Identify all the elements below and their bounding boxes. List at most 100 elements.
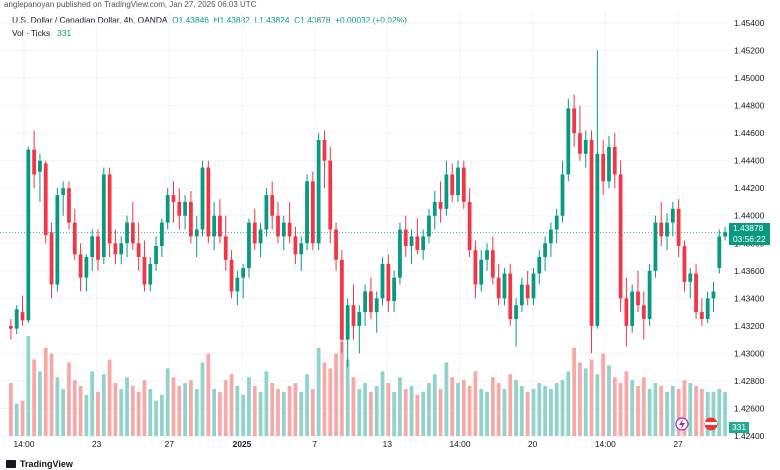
time-axis: 14:00 23 27 2025 7 13 14:00 20 14:00 27 (14, 439, 683, 449)
volume-bar (148, 388, 153, 436)
volume-bar (601, 353, 606, 436)
volume-bar (456, 383, 460, 436)
volume-bar (514, 380, 518, 436)
candle-body (444, 174, 449, 209)
volume-bar (560, 380, 565, 436)
volume-bar (415, 394, 420, 436)
volume-bar (409, 386, 414, 436)
time-tick-label: 27 (673, 439, 683, 449)
time-tick-label: 2025 (233, 439, 252, 449)
candle-body (38, 160, 42, 172)
candle-body (653, 222, 658, 271)
time-tick-label: 14:00 (450, 439, 471, 449)
candle-body (357, 312, 362, 326)
last-price-value: 1.43878 (733, 223, 764, 233)
volume-bar (345, 359, 350, 436)
symbol-label[interactable]: U.S. Dollar / Canadian Dollar, 4h, OANDA (12, 15, 168, 25)
price-tick-label: 1.44800 (734, 101, 765, 111)
volume-bar (328, 368, 333, 436)
volume-bar (624, 371, 629, 436)
candle-body (101, 174, 106, 258)
volume-bar (293, 383, 298, 436)
volume-bar (583, 368, 588, 436)
volume-bar (444, 362, 449, 436)
volume-bar (200, 362, 205, 436)
volume-bar (270, 383, 275, 436)
candle-body (560, 174, 565, 216)
volume-bar (479, 388, 484, 436)
candle-body (241, 268, 246, 278)
tradingview-logo[interactable]: TradingView (6, 458, 73, 470)
candle-body (612, 146, 617, 175)
volume-bar (699, 388, 704, 436)
publisher-caption: anglepanoyan published on TradingView.co… (4, 0, 257, 9)
candle-body (287, 222, 292, 237)
volume-bar (398, 377, 402, 436)
candle-body (229, 259, 234, 292)
volume-bar (670, 386, 675, 436)
candle-body (531, 273, 536, 299)
open-value: O1.43846 (172, 15, 209, 25)
volume-bar (72, 380, 77, 436)
volume-bar (20, 400, 25, 436)
volume-bar (322, 362, 327, 436)
candle-body (490, 250, 495, 278)
candle-body (322, 140, 327, 161)
candle-body (467, 201, 472, 251)
candle-body (299, 243, 304, 255)
volume-bar (96, 391, 100, 436)
volume-bar (485, 391, 489, 436)
high-value: H1.43882 (213, 15, 250, 25)
price-tick-label: 1.43000 (734, 348, 765, 358)
volume-bar (357, 388, 362, 436)
volume-bar (543, 386, 547, 436)
candle-body (485, 250, 489, 260)
volume-bar (665, 391, 669, 436)
flash-icon[interactable] (675, 417, 689, 431)
candle-body (676, 208, 681, 247)
volume-bar (694, 386, 698, 436)
candle-body (218, 215, 222, 237)
candle-body (636, 291, 640, 306)
volume-bar (525, 391, 530, 436)
price-tick-label: 1.45400 (734, 18, 765, 28)
candle-body (670, 208, 675, 223)
volume-bar (450, 377, 455, 436)
candle-body (525, 284, 530, 299)
time-tick-label: 27 (165, 439, 175, 449)
candle-body (96, 236, 100, 260)
volume-bar (78, 386, 83, 436)
volume-bar (653, 383, 658, 436)
candle-body (113, 243, 118, 255)
volume-bar (189, 380, 193, 436)
ohlc-row: U.S. Dollar / Canadian Dollar, 4h, OANDA… (12, 14, 407, 27)
volume-bar (247, 377, 251, 436)
candle-body (351, 305, 356, 326)
volume-label[interactable]: Vol · Ticks (12, 28, 51, 38)
time-tick-label: 14:00 (14, 439, 35, 449)
flag-icon[interactable] (704, 417, 718, 431)
volume-bar (241, 394, 246, 436)
volume-bar (641, 377, 646, 436)
candle-body (72, 222, 77, 255)
volume-bar (496, 383, 501, 436)
volume-bar (125, 377, 129, 436)
candle-body (438, 201, 443, 209)
price-tick-label: 1.45200 (734, 46, 765, 56)
close-value: C1.43878 (294, 15, 331, 25)
volume-bar (392, 391, 397, 436)
volume-bar (264, 371, 269, 436)
candle-body (345, 305, 350, 340)
volume-bar (636, 386, 640, 436)
volume-bar (427, 383, 431, 436)
volume-bar (618, 383, 623, 436)
volume-bar (84, 394, 89, 436)
price-tick-label: 1.44600 (734, 128, 765, 138)
volume-bar (682, 380, 687, 436)
candle-body (223, 236, 228, 260)
candle-body (84, 257, 89, 278)
candle-body (572, 108, 577, 134)
candle-body (310, 181, 315, 244)
chart-legend: U.S. Dollar / Canadian Dollar, 4h, OANDA… (12, 14, 407, 40)
